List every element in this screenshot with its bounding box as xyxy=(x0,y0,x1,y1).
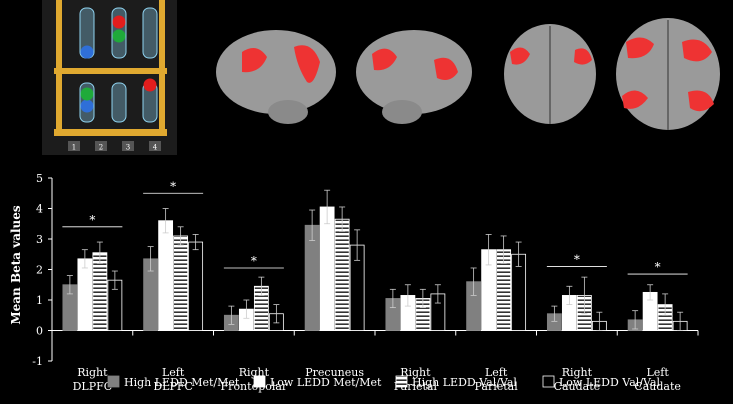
category-label: Parietal xyxy=(475,380,519,393)
category-label: DLPFC xyxy=(73,380,113,393)
y-axis-label: Mean Beta values xyxy=(9,205,23,325)
significance-star: * xyxy=(89,213,95,227)
category-label: Left xyxy=(646,366,669,379)
significance-star: * xyxy=(655,260,661,274)
response-button-1 xyxy=(68,141,80,151)
y-tick-label: 2 xyxy=(36,264,43,277)
test-tube xyxy=(142,7,158,59)
bar xyxy=(188,241,204,331)
significance-star: * xyxy=(170,179,176,193)
category-label: Left xyxy=(162,366,185,379)
ball xyxy=(112,15,126,29)
ball xyxy=(143,78,157,92)
y-tick-label: 1 xyxy=(36,294,43,307)
tube-rack-illustration: 1 2 3 4 xyxy=(42,0,177,155)
bar xyxy=(92,252,108,331)
y-tick-label: 4 xyxy=(36,203,43,216)
category-label: Caudate xyxy=(634,380,681,393)
y-tick-label: 0 xyxy=(36,325,43,338)
bar xyxy=(304,224,320,331)
legend-label: High LEDD Val/Val xyxy=(412,376,517,389)
category-label: Precuneus xyxy=(305,366,364,379)
chart-axes: -1 0 1 2 3 4 5 xyxy=(32,172,699,368)
ball xyxy=(80,87,94,101)
legend-swatch xyxy=(107,375,120,388)
category-label: Right xyxy=(562,366,593,379)
rack-shelf-lower xyxy=(54,129,167,136)
ball xyxy=(112,29,126,43)
y-tick-label: -1 xyxy=(32,355,43,368)
legend-swatch xyxy=(395,375,408,388)
response-button-2 xyxy=(95,141,107,151)
brain-superior-view xyxy=(616,18,720,130)
response-button-label: 1 xyxy=(72,144,76,152)
legend-label: Low LEDD Val/Val xyxy=(559,376,661,389)
brain-posterior-view xyxy=(504,24,596,124)
task-illustration: 1 2 3 4 xyxy=(42,0,177,155)
chart-legend: High LEDD Met/Met Low LEDD Met/Met High LE… xyxy=(107,375,661,389)
response-button-3 xyxy=(122,141,134,151)
category-label: Left xyxy=(485,366,508,379)
bar xyxy=(173,235,189,331)
brain-lateral-right-view xyxy=(356,30,472,124)
category-label: Right xyxy=(77,366,108,379)
bar xyxy=(319,206,335,331)
response-button-4 xyxy=(149,141,161,151)
response-button-label: 3 xyxy=(126,144,130,152)
y-tick-label: 5 xyxy=(36,172,43,185)
response-button-label: 2 xyxy=(99,144,103,152)
rack-post-left xyxy=(56,0,62,135)
chart-significance-marks: * * * * * xyxy=(62,179,688,275)
bar xyxy=(334,218,350,331)
category-label: Right xyxy=(400,366,431,379)
chart-bars xyxy=(62,206,688,331)
legend-swatch xyxy=(542,375,555,388)
legend-swatch xyxy=(253,375,266,388)
y-tick-label: 3 xyxy=(36,233,43,246)
rack-post-right xyxy=(159,0,165,135)
brain-lateral-left-view xyxy=(216,30,336,124)
response-button-label: 4 xyxy=(153,144,158,152)
test-tube xyxy=(111,82,127,123)
ball xyxy=(80,45,94,59)
bar xyxy=(77,258,93,331)
legend-label: High LEDD Met/Met xyxy=(124,376,240,389)
ball xyxy=(80,99,94,113)
bar xyxy=(158,220,174,331)
significance-star: * xyxy=(574,252,580,266)
rack-shelf-upper xyxy=(54,68,167,74)
category-label: DLPFC xyxy=(153,380,193,393)
significance-star: * xyxy=(251,254,257,268)
category-label: Caudate xyxy=(554,380,601,393)
legend-label: Low LEDD Met/Met xyxy=(270,376,382,389)
chart-error-bars xyxy=(66,189,684,331)
